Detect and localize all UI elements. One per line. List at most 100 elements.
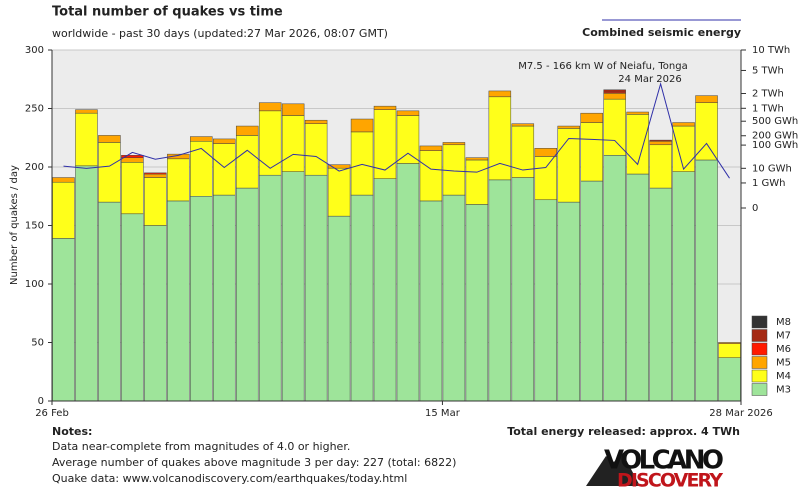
bar-segment xyxy=(190,196,213,402)
bar-segment xyxy=(258,102,282,112)
chart-subtitle: worldwide - past 30 days (updated:27 Mar… xyxy=(52,27,388,40)
y2-tick-label: 500 GWh xyxy=(752,116,798,127)
legend-label: M6 xyxy=(776,344,791,355)
bar-segment xyxy=(488,179,512,402)
bar-segment xyxy=(235,187,259,402)
bar-segment xyxy=(718,357,741,402)
y2-tick-label: 10 GWh xyxy=(752,163,792,174)
bar-segment xyxy=(52,238,75,402)
y2-tick-label: 10 TWh xyxy=(752,45,790,56)
legend-swatch xyxy=(751,315,768,329)
bar-segment xyxy=(718,342,741,344)
bar-segment xyxy=(167,200,190,402)
bar-segment xyxy=(718,343,741,358)
bar-segment xyxy=(327,215,351,402)
legend-swatch xyxy=(751,383,768,396)
bar-segment xyxy=(75,109,98,114)
y2-tick-label: 100 GWh xyxy=(752,140,798,151)
legend-label: M8 xyxy=(776,317,791,328)
bar-segment xyxy=(649,144,672,189)
bar-segment xyxy=(672,122,695,127)
bar-segment xyxy=(511,177,535,402)
bar-segment xyxy=(167,158,190,202)
bar-segment xyxy=(580,180,603,402)
bar-segment xyxy=(98,201,121,402)
bar-segment xyxy=(396,110,420,116)
bar-segment xyxy=(442,142,466,146)
bar-segment xyxy=(488,96,512,181)
legend-swatch xyxy=(751,369,768,383)
notes-heading: Notes: xyxy=(52,425,92,438)
logo-top: VOLCANO xyxy=(604,446,724,476)
y-tick-label: 300 xyxy=(25,45,44,56)
energy-total: Total energy released: approx. 4 TWh xyxy=(507,425,740,438)
y2-tick-label: 0 xyxy=(752,203,758,214)
bar-segment xyxy=(350,131,374,196)
bar-segment xyxy=(373,178,397,402)
x-tick-label: 28 Mar 2026 xyxy=(709,408,772,419)
y-tick-label: 250 xyxy=(25,104,44,115)
bar-segment xyxy=(281,103,305,116)
y-axis-label: Number of quakes / day xyxy=(9,165,20,285)
y2-tick-label: 2 TWh xyxy=(752,88,784,99)
x-tick-label: 15 Mar xyxy=(425,408,461,419)
bar-segment xyxy=(442,194,466,402)
bar-segment xyxy=(649,139,672,142)
y-tick-label: 0 xyxy=(38,396,44,407)
bar-segment xyxy=(580,122,603,182)
bar-segment xyxy=(304,174,328,402)
bar-segment xyxy=(121,157,144,163)
bar-segment xyxy=(98,135,121,143)
bar-segment xyxy=(557,128,580,203)
bar-segment xyxy=(419,200,443,402)
bar-segment xyxy=(672,171,695,402)
bar-segment xyxy=(465,204,489,402)
bar-segment xyxy=(258,174,282,402)
legend-swatch xyxy=(751,356,768,369)
note: Average number of quakes above magnitude… xyxy=(52,456,456,469)
bar-segment xyxy=(304,123,328,176)
chart-title: Total number of quakes vs time xyxy=(52,5,283,20)
bar-segment xyxy=(626,173,649,402)
bar-segment xyxy=(235,135,259,189)
bar-segment xyxy=(52,177,75,183)
bar-segment xyxy=(304,119,328,124)
bar-segment xyxy=(557,125,580,129)
bar-segment xyxy=(52,181,75,239)
bar-segment xyxy=(511,123,535,127)
y2-tick-label: 1 GWh xyxy=(752,178,786,189)
y2-tick-label: 1 TWh xyxy=(752,103,784,114)
bar-segment xyxy=(213,143,236,196)
note: Data near-complete from magnitudes of 4.… xyxy=(52,440,350,453)
bar-segment xyxy=(603,89,626,93)
bar-segment xyxy=(465,157,489,161)
note: Quake data: www.volcanodiscovery.com/ear… xyxy=(52,472,407,485)
bar-segment xyxy=(603,98,626,156)
annotation: M7.5 - 166 km W of Neiafu, Tonga xyxy=(518,61,687,72)
bar-segment xyxy=(603,155,626,402)
bar-segment xyxy=(258,110,282,176)
x-tick-label: 26 Feb xyxy=(35,408,69,419)
bar-segment xyxy=(419,145,443,151)
logo-icon xyxy=(586,452,640,486)
y-tick-label: 50 xyxy=(31,338,44,349)
logo-bottom: DISCOVERY xyxy=(617,470,723,492)
bar-segment xyxy=(190,136,213,142)
bar-segment xyxy=(350,194,374,402)
legend-label: Combined seismic energy xyxy=(582,26,741,39)
bar-segment xyxy=(603,93,626,100)
bar-segment xyxy=(695,159,718,402)
bar-segment xyxy=(534,199,558,402)
bar-segment xyxy=(580,112,603,123)
bar-segment xyxy=(649,141,672,146)
legend-label: M4 xyxy=(776,371,791,382)
legend-label: M7 xyxy=(776,331,791,342)
bar-segment xyxy=(190,141,213,197)
bar-segment xyxy=(350,118,374,133)
legend-swatch xyxy=(751,329,768,342)
bar-segment xyxy=(144,173,167,178)
bar-segment xyxy=(144,225,167,402)
legend-swatch xyxy=(751,342,768,356)
y-tick-label: 100 xyxy=(25,279,44,290)
